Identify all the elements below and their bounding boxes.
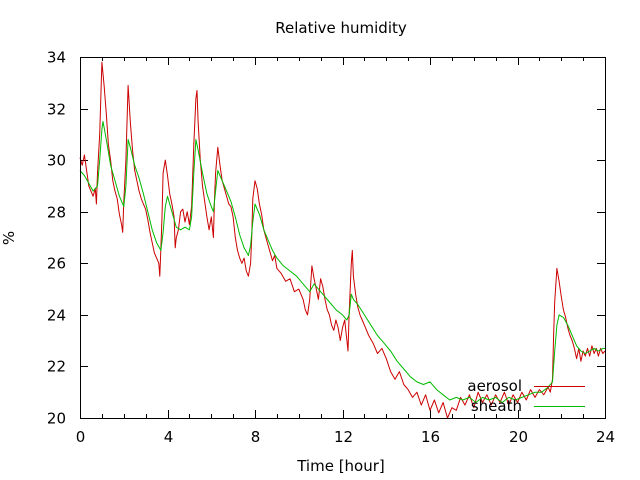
chart-title: Relative humidity [275,19,407,37]
legend-label-sheath: sheath [471,397,522,415]
x-axis-label: Time [hour] [296,457,385,475]
legend: aerosol sheath [467,377,585,415]
axis-tick-labels: 0 4 8 12 16 20 24 20 22 24 26 28 30 32 34 [47,49,615,447]
x-tick-label: 4 [164,428,174,446]
y-tick-label: 28 [47,204,66,222]
y-axis-label: % [0,231,18,245]
series-lines [79,61,606,419]
y-tick-label: 20 [47,410,66,428]
series-line-aerosol [79,61,606,419]
x-tick-label: 8 [251,428,261,446]
y-tick-label: 30 [47,152,66,170]
x-tick-label: 16 [421,428,440,446]
x-tick-label: 24 [596,428,615,446]
series-line-sheath [79,121,605,403]
y-tick-label: 32 [47,101,66,119]
y-tick-label: 26 [47,255,66,273]
y-tick-label: 34 [47,49,66,67]
x-tick-label: 0 [76,428,86,446]
y-tick-label: 22 [47,358,66,376]
axis-ticks [80,57,606,419]
x-tick-label: 20 [509,428,528,446]
y-tick-label: 24 [47,307,66,325]
legend-label-aerosol: aerosol [467,377,522,395]
x-tick-label: 12 [334,428,353,446]
plot-frame [80,57,606,419]
